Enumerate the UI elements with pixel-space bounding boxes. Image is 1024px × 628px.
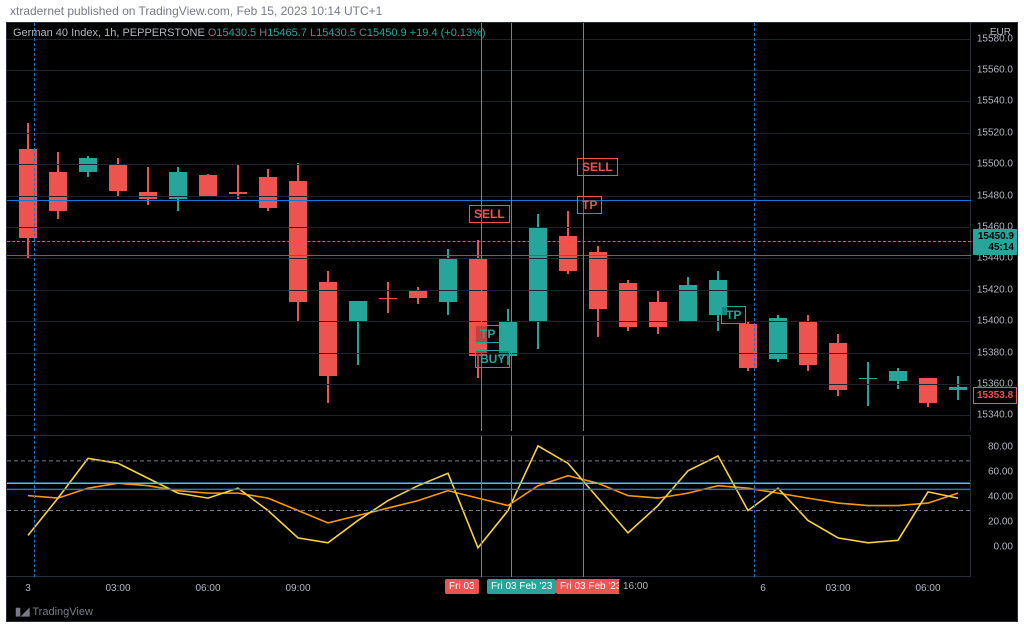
candle[interactable] [49, 152, 67, 219]
price-axis[interactable]: EUR 15580.015560.015540.015520.015500.01… [970, 23, 1017, 431]
candle[interactable] [229, 164, 247, 199]
price-tick: 15560.0 [977, 65, 1013, 76]
candle[interactable] [679, 277, 697, 321]
ohlc-h: 15465.7 [267, 27, 307, 39]
annotation-buy[interactable]: BUY [475, 350, 510, 368]
candle[interactable] [949, 376, 967, 400]
candle[interactable] [799, 315, 817, 371]
time-tick: 03:00 [825, 583, 850, 594]
time-tick: 09:00 [285, 583, 310, 594]
candle[interactable] [649, 290, 667, 334]
annotation-sell[interactable]: SELL [577, 158, 618, 176]
candle[interactable] [829, 334, 847, 397]
time-mark: Fri 03 Feb '23 [487, 579, 556, 594]
oscillator-axis[interactable]: 80.00 60.00 40.00 20.00 0.00 [970, 435, 1017, 577]
candle[interactable] [79, 156, 97, 176]
oscillator-pane[interactable] [7, 435, 971, 577]
candle[interactable] [379, 282, 397, 313]
price-tick: 15520.0 [977, 127, 1013, 138]
logo-row: ▮◢ TradingView [7, 603, 1017, 621]
candle[interactable] [529, 214, 547, 349]
time-tick: 6 [760, 583, 766, 594]
time-mark: Fri 03 [445, 579, 479, 594]
mark-price-label: 15353.8 [973, 387, 1017, 404]
price-tick: 15400.0 [977, 316, 1013, 327]
ohlc-chg: +19.4 (+0.13%) [410, 27, 486, 39]
osc-tick: 20.00 [988, 516, 1013, 527]
oscillator-svg [7, 436, 971, 554]
annotation-sell[interactable]: SELL [469, 205, 510, 223]
time-tick: 3 [25, 583, 31, 594]
candle[interactable] [259, 169, 277, 211]
candle[interactable] [199, 174, 217, 198]
price-tick: 15420.0 [977, 284, 1013, 295]
time-axis[interactable]: 303:0006:0009:0018:0020:00603:0006:00Fri… [7, 576, 971, 603]
candle[interactable] [889, 368, 907, 388]
tradingview-logo: TradingView [32, 606, 93, 618]
ohlc-c: 15450.9 [367, 27, 407, 39]
time-tick: 06:00 [195, 583, 220, 594]
candle[interactable] [619, 280, 637, 330]
candle[interactable] [349, 301, 367, 365]
osc-tick: 40.00 [988, 492, 1013, 503]
candle[interactable] [169, 167, 187, 211]
price-tick: 15580.0 [977, 33, 1013, 44]
price-tick: 15480.0 [977, 190, 1013, 201]
osc-tick: 80.00 [988, 442, 1013, 453]
candle[interactable] [919, 378, 937, 408]
time-mark: 16:00 [619, 579, 652, 594]
time-tick: 03:00 [105, 583, 130, 594]
osc-tick: 0.00 [994, 541, 1013, 552]
price-tick: 15500.0 [977, 159, 1013, 170]
legend: German 40 Index, 1h, PEPPERSTONE O15430.… [13, 27, 486, 39]
frame: xtradernet published on TradingView.com,… [0, 0, 1024, 628]
annotation-tp[interactable]: TP [475, 325, 500, 343]
ohlc-l: 15430.5 [316, 27, 356, 39]
osc-tick: 60.00 [988, 467, 1013, 478]
price-tick: 15340.0 [977, 410, 1013, 421]
annotation-tp[interactable]: TP [721, 306, 746, 324]
chart-container[interactable]: German 40 Index, 1h, PEPPERSTONE O15430.… [6, 22, 1018, 622]
ohlc-o: 15430.5 [216, 27, 256, 39]
candle[interactable] [589, 246, 607, 337]
last-price-label: 15450.945:14 [973, 229, 1017, 255]
annotation-tp[interactable]: TP [577, 196, 602, 214]
price-pane[interactable]: SELL TP BUY SELL TP TP [7, 23, 971, 431]
price-tick: 15540.0 [977, 96, 1013, 107]
price-tick: 15380.0 [977, 347, 1013, 358]
symbol-name: German 40 Index, 1h, PEPPERSTONE [13, 27, 205, 39]
time-mark: Fri 03 Feb '23 [556, 579, 625, 594]
time-tick: 06:00 [915, 583, 940, 594]
tv-logo-icon: ▮◢ [15, 606, 30, 618]
candle[interactable] [559, 211, 577, 274]
